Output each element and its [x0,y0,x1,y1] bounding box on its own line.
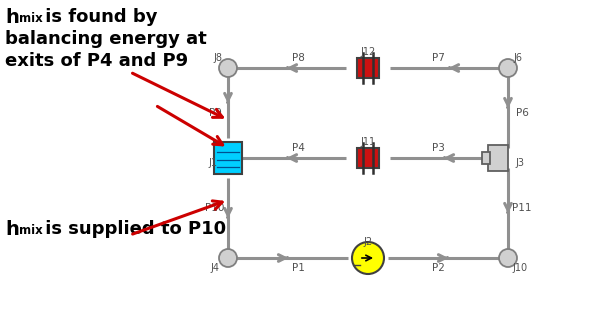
Bar [357,148,379,168]
Text: P9: P9 [209,108,221,118]
Text: h: h [5,220,19,239]
Text: is supplied to P10: is supplied to P10 [39,220,226,238]
Bar [357,58,379,78]
Circle shape [219,59,237,77]
Circle shape [499,249,517,267]
Text: h: h [5,8,19,27]
Text: J11: J11 [361,137,376,147]
Text: P3: P3 [432,143,444,153]
Bar [214,142,242,174]
Circle shape [219,249,237,267]
Text: J1: J1 [209,158,218,168]
Text: P1: P1 [292,263,305,273]
Text: P4: P4 [292,143,305,153]
Text: P8: P8 [292,53,305,63]
Text: P10: P10 [205,203,225,213]
Text: J3: J3 [516,158,525,168]
Text: mix: mix [19,224,43,237]
Text: P2: P2 [432,263,444,273]
Text: J8: J8 [213,53,223,63]
Text: J12: J12 [361,47,376,57]
Text: J6: J6 [514,53,523,63]
Bar [488,145,508,171]
Text: J2: J2 [364,237,373,247]
Text: exits of P4 and P9: exits of P4 and P9 [5,52,188,70]
Text: P7: P7 [432,53,444,63]
Text: is found by: is found by [39,8,157,26]
Text: balancing energy at: balancing energy at [5,30,207,48]
Text: J4: J4 [210,263,219,273]
Text: mix: mix [19,12,43,25]
Circle shape [352,242,384,274]
Bar [482,152,490,164]
Text: P6: P6 [516,108,528,118]
Circle shape [499,59,517,77]
Text: J10: J10 [513,263,528,273]
Text: P11: P11 [513,203,532,213]
